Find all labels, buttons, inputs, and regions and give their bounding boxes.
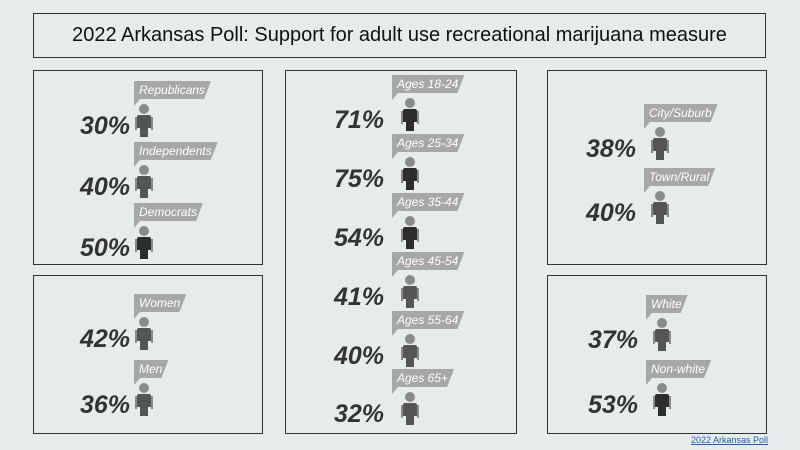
tag-label: White <box>646 295 688 313</box>
percent-value: 71% <box>333 106 384 134</box>
person-icon <box>651 191 669 224</box>
person-icon <box>401 392 419 425</box>
gender-panel: Women 42% Men 36% <box>33 275 263 434</box>
tag-tail <box>134 99 140 106</box>
percent-value: 75% <box>333 165 384 193</box>
age-panel: Ages 18-24 71% Ages 25-34 75% Ages 35-44… <box>285 70 517 434</box>
tag-label: Republicans <box>134 81 211 99</box>
party-item-independents: Independents 40% <box>34 142 234 200</box>
tag-label: Non-white <box>646 360 711 378</box>
race-item-non-white: Non-white 53% <box>542 360 742 418</box>
area-panel: City/Suburb 38% Town/Rural 40% <box>547 70 767 265</box>
person-icon <box>135 383 153 416</box>
person-icon <box>401 216 419 249</box>
tag-tail <box>134 378 140 385</box>
percent-value: 54% <box>333 224 384 252</box>
page-title: 2022 Arkansas Poll: Support for adult us… <box>33 13 766 58</box>
tag-label: Democrats <box>134 203 203 221</box>
gender-item-women: Women 42% <box>34 294 234 352</box>
party-item-democrats: Democrats 50% <box>34 203 234 261</box>
percent-value: 32% <box>333 400 384 428</box>
area-item-town-rural: Town/Rural 40% <box>540 168 740 226</box>
percent-value: 40% <box>333 342 384 370</box>
percent-value: 38% <box>585 135 636 163</box>
percent-value: 36% <box>79 391 130 419</box>
tag-label: Ages 18-24 <box>392 75 464 93</box>
person-icon <box>135 165 153 198</box>
age-item-45-54: Ages 45-54 41% <box>288 252 488 310</box>
tag-tail <box>392 152 398 159</box>
person-icon <box>401 275 419 308</box>
tag-tail <box>644 122 650 129</box>
percent-value: 41% <box>333 283 384 311</box>
percent-value: 30% <box>79 112 130 140</box>
tag-tail <box>134 160 140 167</box>
percent-value: 42% <box>79 325 130 353</box>
tag-tail <box>646 378 652 385</box>
party-panel: Republicans 30% Independents 40% Democra… <box>33 70 263 265</box>
percent-value: 37% <box>587 326 638 354</box>
tag-tail <box>134 312 140 319</box>
tag-tail <box>392 270 398 277</box>
tag-tail <box>646 313 652 320</box>
source-link[interactable]: 2022 Arkansas Poll <box>690 435 768 445</box>
age-item-35-44: Ages 35-44 54% <box>288 193 488 251</box>
tag-tail <box>392 93 398 100</box>
tag-label: Ages 35-44 <box>392 193 464 211</box>
tag-label: Men <box>134 360 168 378</box>
area-item-city-suburb: City/Suburb 38% <box>540 104 740 162</box>
percent-value: 53% <box>587 391 638 419</box>
tag-tail <box>644 186 650 193</box>
person-icon <box>653 383 671 416</box>
percent-value: 40% <box>585 199 636 227</box>
tag-tail <box>134 221 140 228</box>
gender-item-men: Men 36% <box>34 360 234 418</box>
race-panel: White 37% Non-white 53% <box>547 275 767 434</box>
tag-tail <box>392 211 398 218</box>
person-icon <box>653 318 671 351</box>
age-item-18-24: Ages 18-24 71% <box>288 75 488 133</box>
party-item-republicans: Republicans 30% <box>34 81 234 139</box>
tag-label: Ages 65+ <box>392 369 454 387</box>
person-icon <box>135 226 153 259</box>
tag-label: Ages 55-64 <box>392 311 464 329</box>
tag-label: Ages 45-54 <box>392 252 464 270</box>
age-item-55-64: Ages 55-64 40% <box>288 311 488 369</box>
race-item-white: White 37% <box>542 295 742 353</box>
tag-label: Ages 25-34 <box>392 134 464 152</box>
tag-label: City/Suburb <box>644 104 718 122</box>
tag-label: Independents <box>134 142 218 160</box>
tag-label: Town/Rural <box>644 168 715 186</box>
person-icon <box>135 104 153 137</box>
tag-label: Women <box>134 294 186 312</box>
person-icon <box>401 98 419 131</box>
person-icon <box>651 127 669 160</box>
age-item-25-34: Ages 25-34 75% <box>288 134 488 192</box>
person-icon <box>401 157 419 190</box>
percent-value: 40% <box>79 173 130 201</box>
person-icon <box>401 334 419 367</box>
percent-value: 50% <box>79 234 130 262</box>
tag-tail <box>392 387 398 394</box>
person-icon <box>135 317 153 350</box>
tag-tail <box>392 329 398 336</box>
age-item-65-plus: Ages 65+ 32% <box>288 369 488 427</box>
